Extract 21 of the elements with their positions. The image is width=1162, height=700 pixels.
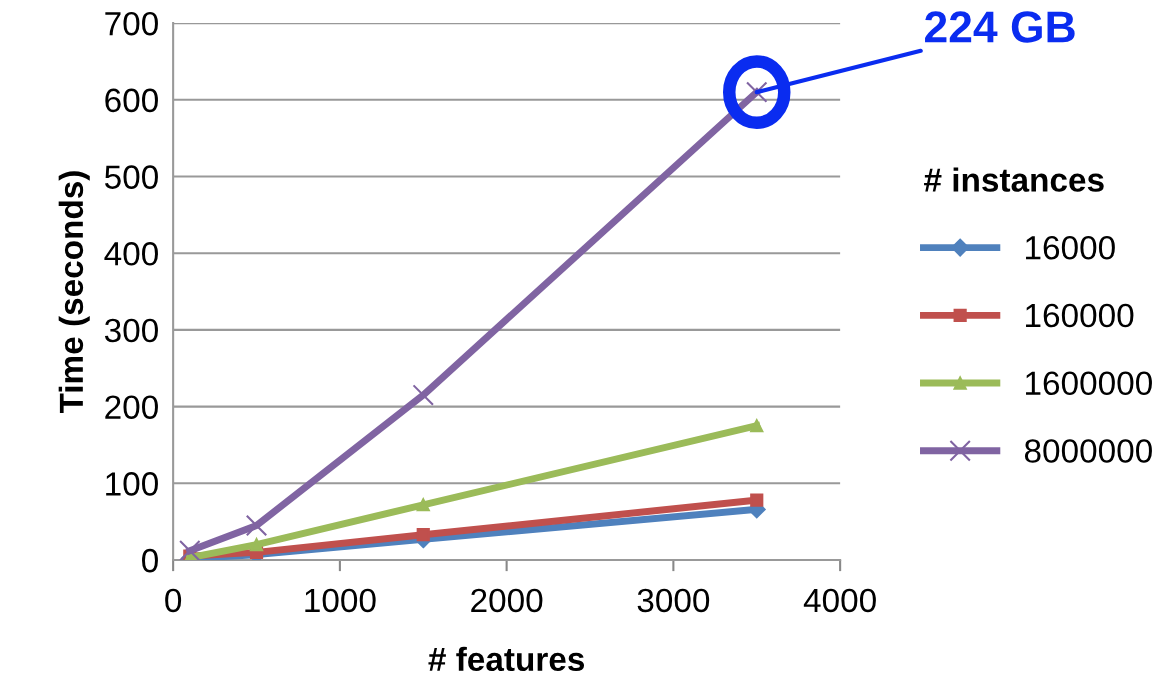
x-tick-label: 3000 bbox=[637, 588, 710, 613]
y-tick-label: 0 bbox=[142, 548, 158, 573]
legend-label: 16000 bbox=[1026, 236, 1115, 260]
legend-label: 1600000 bbox=[1026, 371, 1152, 396]
y-tick-label: 600 bbox=[105, 88, 158, 113]
legend-label: 160000 bbox=[1026, 303, 1134, 328]
legend-label: 8000000 bbox=[1024, 439, 1152, 463]
legend-title: # instances bbox=[924, 167, 1104, 192]
x-tick-label: 1000 bbox=[305, 588, 376, 613]
y-tick-label: 400 bbox=[104, 242, 158, 266]
y-tick-label: 700 bbox=[105, 11, 158, 36]
y-tick-label: 100 bbox=[106, 472, 158, 496]
x-tick-label: 4000 bbox=[803, 588, 876, 613]
y-tick-label: 500 bbox=[104, 165, 158, 189]
x-axis-title: # features bbox=[428, 646, 585, 672]
x-tick-label: 0 bbox=[165, 588, 182, 613]
y-axis-title: Time (seconds) bbox=[58, 171, 90, 414]
y-tick-label: 200 bbox=[105, 395, 158, 420]
y-tick-label: 300 bbox=[104, 318, 158, 343]
annotation: 224 GB bbox=[925, 11, 1075, 43]
x-tick-label: 2000 bbox=[471, 588, 543, 613]
